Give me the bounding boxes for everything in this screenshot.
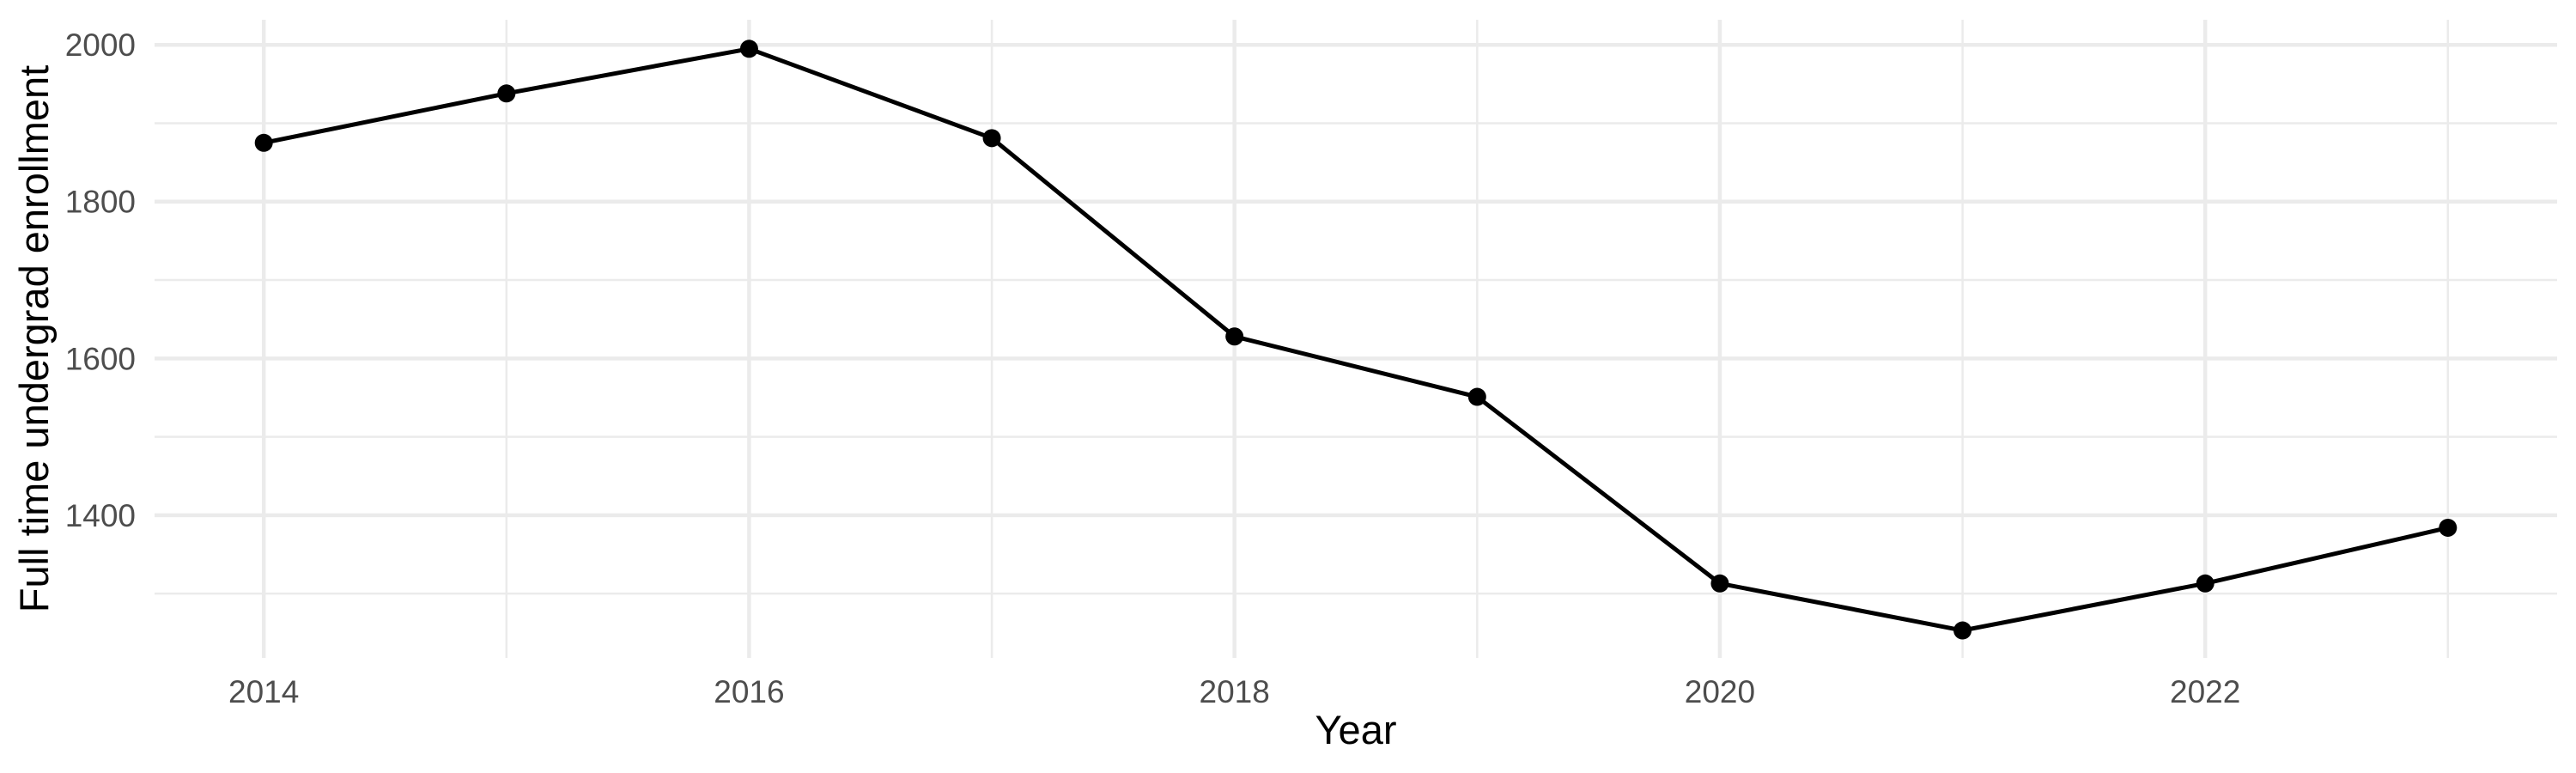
y-axis-tick-label: 1400 — [65, 498, 136, 533]
y-axis-tick-label: 1800 — [65, 185, 136, 220]
data-point — [497, 84, 516, 103]
data-point — [2196, 574, 2215, 593]
data-point — [1953, 621, 1972, 640]
trend-line — [263, 46, 2449, 633]
x-axis-tick-label: 2014 — [228, 674, 299, 709]
x-axis-tick-label: 2018 — [1200, 674, 1270, 709]
x-axis-tick-label: 2022 — [2170, 674, 2240, 709]
data-point — [1467, 387, 1486, 406]
data-point — [254, 133, 273, 152]
y-axis-title: Full time undergrad enrollment — [11, 65, 57, 612]
data-point — [739, 40, 758, 58]
x-axis-title: Year — [1315, 707, 1397, 752]
x-axis-tick-label: 2020 — [1685, 674, 1755, 709]
y-axis-tick-label: 1600 — [65, 341, 136, 376]
data-point — [1225, 327, 1244, 346]
x-axis-tick-label: 2016 — [714, 674, 784, 709]
data-point — [1710, 574, 1729, 593]
y-axis-tick-label: 2000 — [65, 27, 136, 63]
data-point — [982, 129, 1001, 148]
data-point — [2439, 518, 2458, 537]
